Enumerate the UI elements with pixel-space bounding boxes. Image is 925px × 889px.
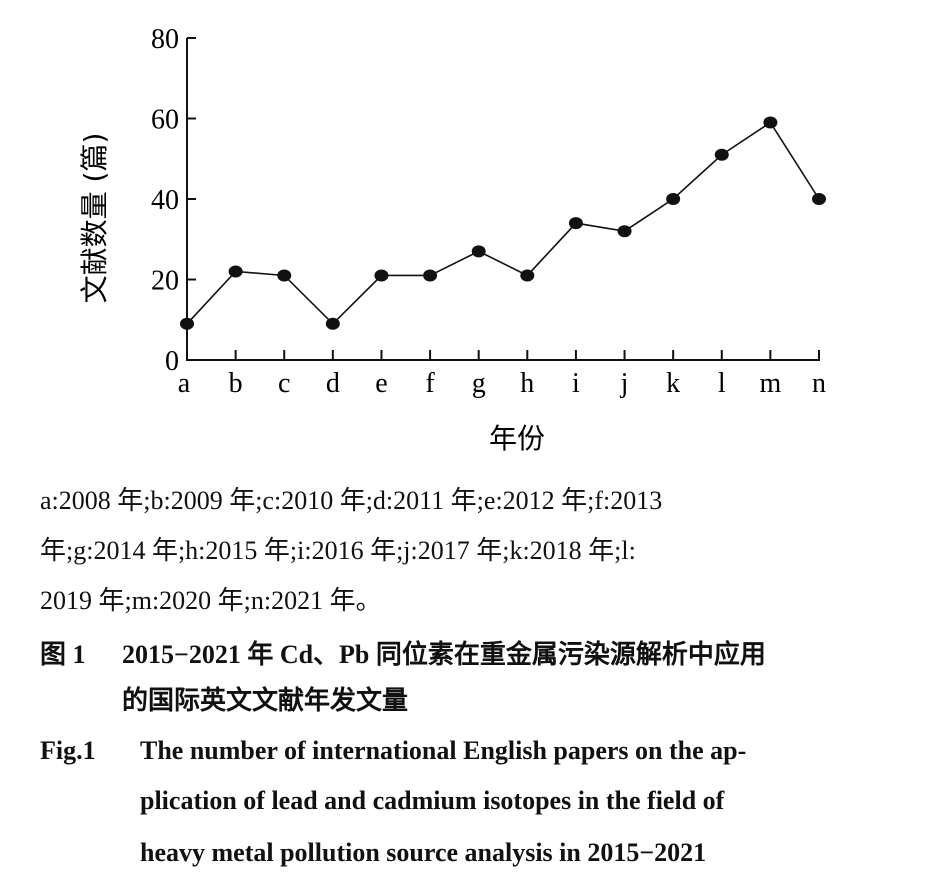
- y-tick-label: 60: [151, 105, 179, 136]
- y-tick-label: 0: [165, 346, 179, 377]
- data-point: [374, 269, 389, 282]
- series-line: [186, 121, 820, 325]
- x-axis-label: 年份: [489, 422, 545, 455]
- en-title-line-3: heavy metal pollution source analysis in…: [140, 838, 707, 867]
- data-point: [277, 269, 292, 282]
- data-point: [714, 148, 729, 161]
- cn-title-line-1: 2015−2021 年 Cd、Pb 同位素在重金属污染源解析中应用: [122, 640, 766, 669]
- x-tick-label: n: [812, 368, 826, 399]
- x-tick-label: g: [472, 368, 486, 399]
- y-axis-label: 文献数量 (篇): [78, 133, 111, 304]
- x-tick-label: l: [718, 368, 726, 399]
- legend-line-1: a:2008 年;b:2009 年;c:2010 年;d:2011 年;e:20…: [40, 486, 663, 515]
- data-point: [228, 265, 243, 278]
- legend-line-2: 年;g:2014 年;h:2015 年;i:2016 年;j:2017 年;k:…: [40, 536, 636, 565]
- data-point: [666, 193, 681, 205]
- x-tick-label: b: [229, 368, 243, 399]
- data-point: [568, 217, 583, 230]
- en-title-line-1: The number of international English pape…: [140, 736, 747, 765]
- y-tick-label: 20: [151, 266, 179, 297]
- data-point: [325, 317, 340, 330]
- legend-line-3: 2019 年;m:2020 年;n:2021 年。: [40, 586, 382, 615]
- data-point: [180, 317, 194, 330]
- x-tick-label: k: [666, 368, 680, 399]
- en-fig-label: Fig.1: [40, 736, 96, 765]
- x-tick-label: h: [520, 368, 534, 399]
- data-point: [812, 193, 826, 205]
- data-point: [520, 269, 535, 282]
- cn-fig-label: 图 1: [40, 640, 86, 669]
- data-point: [471, 245, 486, 258]
- cn-title-line-2: 的国际英文文献年发文量: [122, 686, 409, 715]
- line-chart: 0 20 40 60 80 a b c d e f g h i j k l m n 年份 文献数量 (篇): [78, 24, 826, 455]
- data-point: [423, 269, 438, 282]
- en-title-line-2: plication of lead and cadmium isotopes i…: [140, 786, 725, 815]
- y-tick-label: 40: [151, 185, 179, 216]
- x-tick-label: d: [326, 368, 340, 399]
- x-tick-label: a: [178, 368, 191, 399]
- x-tick-label: i: [572, 368, 580, 399]
- x-tick-label: m: [759, 368, 781, 399]
- data-point: [763, 116, 778, 129]
- x-tick-label: e: [375, 368, 387, 399]
- data-point: [617, 225, 632, 238]
- y-tick-label: 80: [151, 24, 179, 55]
- x-tick-label: f: [425, 368, 435, 399]
- x-tick-label: c: [278, 368, 290, 399]
- x-tick-label: j: [620, 368, 629, 399]
